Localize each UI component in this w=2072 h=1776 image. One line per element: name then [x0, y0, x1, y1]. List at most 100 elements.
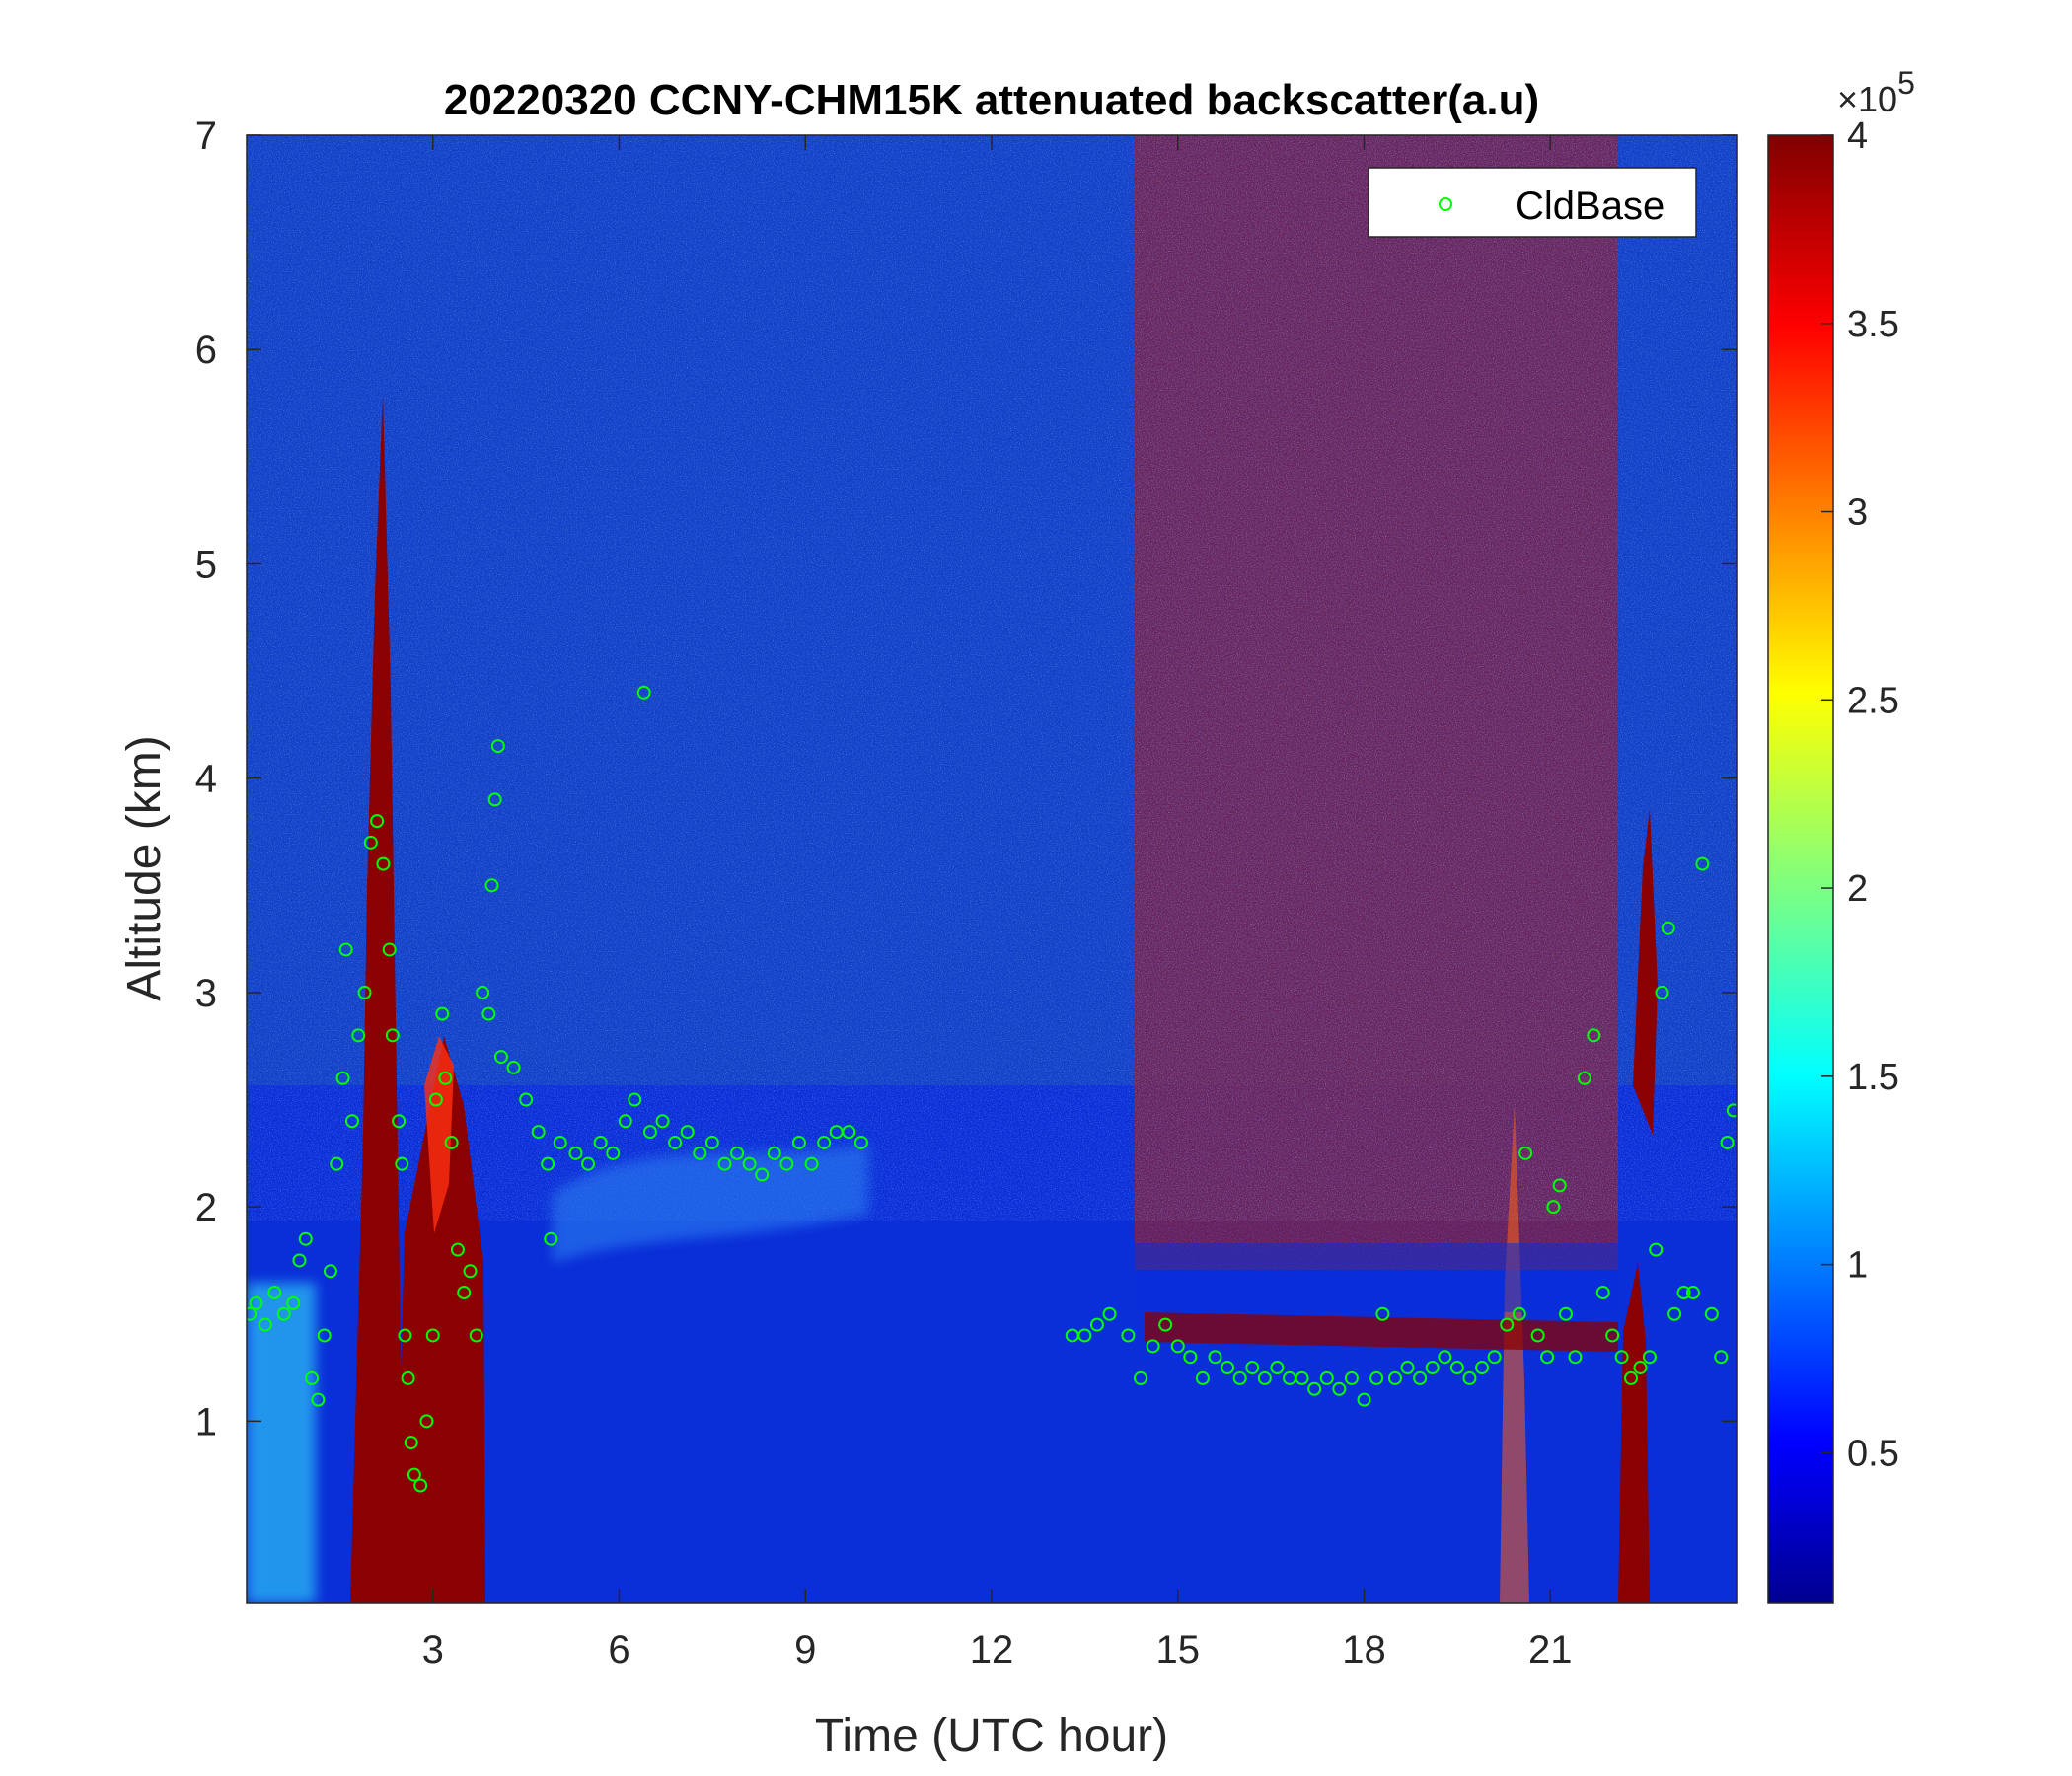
cloud-base-point — [1369, 1370, 1384, 1385]
cloud-base-point — [493, 1050, 508, 1065]
cloud-base-point — [717, 1156, 732, 1171]
x-tick-label: 9 — [794, 1628, 816, 1671]
cloud-base-point — [817, 1135, 832, 1149]
legend-marker — [1439, 197, 1452, 211]
cloud-base-point — [704, 1135, 719, 1149]
cloud-base-point — [1232, 1370, 1247, 1385]
cloud-base-point — [247, 1306, 258, 1321]
cloud-base-point — [1295, 1370, 1309, 1385]
plot-area — [247, 135, 1737, 1603]
cloud-base-point — [628, 1092, 642, 1107]
cloud-base-point — [1726, 1103, 1737, 1118]
colorbar: 0.5 1 1.5 2 2.5 3 3.5 4 ×105 — [1767, 65, 1915, 1604]
colorbar-tick-label: 0.5 — [1847, 1433, 1899, 1474]
cloud-base-point — [791, 1135, 806, 1149]
cloud-base-point — [323, 1264, 337, 1279]
colorbar-tick-label: 4 — [1847, 115, 1868, 157]
cloud-base-point — [1319, 1370, 1334, 1385]
cloud-base-point — [531, 1125, 546, 1140]
cloud-base-point — [407, 1467, 421, 1482]
cloud-base-point — [1558, 1306, 1573, 1321]
cloud-base-point — [1624, 1370, 1639, 1385]
cloud-base-point — [1667, 1306, 1682, 1321]
cloud-base-point — [330, 1156, 344, 1171]
heatmap-cloud-column — [1500, 1105, 1529, 1603]
cloud-base-point — [435, 1006, 450, 1021]
cloud-base-point — [1587, 1028, 1601, 1043]
cloud-base-point — [668, 1135, 683, 1149]
cloud-base-point — [1375, 1306, 1390, 1321]
colorbar-gradient — [1767, 134, 1834, 1604]
x-tick-label: 12 — [970, 1628, 1014, 1671]
cloud-base-point — [487, 792, 502, 807]
cloud-base-point — [1720, 1135, 1735, 1149]
cloud-base-point — [1170, 1339, 1185, 1354]
cloud-base-point — [1462, 1370, 1477, 1385]
cloud-base-point — [1357, 1392, 1371, 1407]
y-tick-label: 2 — [195, 1186, 217, 1229]
x-tick-label: 21 — [1528, 1628, 1573, 1671]
cloud-base-point — [1077, 1328, 1092, 1343]
cloud-base-point — [1661, 921, 1675, 935]
cloud-base-point — [742, 1156, 757, 1171]
cloud-base-point — [1221, 1361, 1235, 1375]
y-tick-label: 4 — [195, 758, 217, 801]
cloud-base-point — [593, 1135, 608, 1149]
cloud-base-point — [606, 1146, 621, 1160]
cloud-base-point — [1546, 1200, 1561, 1215]
cloud-base-point — [1270, 1361, 1285, 1375]
cloud-base-point — [655, 1114, 670, 1129]
cloud-base-point — [413, 1478, 428, 1493]
heatmap-cloud-column — [350, 395, 405, 1603]
cloud-base-markers — [247, 685, 1737, 1493]
cloud-base-point — [1487, 1350, 1502, 1365]
cloud-base-point — [1512, 1306, 1526, 1321]
cloud-base-point — [1685, 1286, 1700, 1300]
cloud-base-point — [1332, 1381, 1347, 1396]
cloud-base-point — [276, 1306, 291, 1321]
cloud-base-point — [338, 942, 353, 957]
x-tick-label: 3 — [422, 1628, 444, 1671]
cloud-base-point — [1387, 1370, 1402, 1385]
cloud-base-point — [1102, 1306, 1117, 1321]
chart-title: 20220320 CCNY-CHM15K attenuated backscat… — [444, 76, 1539, 124]
cloud-base-point — [469, 1328, 483, 1343]
y-tick-label: 1 — [195, 1400, 217, 1443]
cloud-base-point — [1695, 856, 1710, 871]
cloud-base-point — [767, 1146, 781, 1160]
cloud-base-point — [286, 1295, 301, 1310]
cloud-base-point — [1134, 1370, 1147, 1385]
cloud-base-point — [804, 1156, 819, 1171]
y-axis-label: Altitude (km) — [118, 735, 171, 1000]
heatmap-cloud-edge — [424, 1036, 454, 1233]
cloud-base-point — [842, 1125, 856, 1140]
x-tick-label: 15 — [1156, 1628, 1201, 1671]
cloud-base-point — [1245, 1361, 1260, 1375]
cloud-base-point — [425, 1328, 440, 1343]
heatmap-surface-aerosol — [247, 1283, 316, 1603]
cloud-base-point — [370, 814, 385, 829]
cloud-base-point — [457, 1286, 472, 1300]
heatmap-speckle — [247, 135, 1737, 1221]
cloud-base-point — [519, 1092, 534, 1107]
cloud-base-point — [642, 1125, 657, 1140]
cloud-base-point — [419, 1414, 434, 1429]
x-tick-label: 6 — [608, 1628, 629, 1671]
cloud-base-point — [1704, 1306, 1719, 1321]
cloud-base-point — [1676, 1286, 1691, 1300]
colorbar-tick-label: 3.5 — [1847, 304, 1899, 345]
cloud-base-point — [1449, 1361, 1464, 1375]
heatmap-cloud-column — [1618, 1263, 1650, 1603]
cloud-base-point — [363, 835, 378, 850]
cloud-base-point — [463, 1264, 478, 1279]
cloud-base-point — [344, 1114, 359, 1129]
cloud-base-point — [481, 1006, 496, 1021]
cloud-base-point — [395, 1156, 409, 1171]
cloud-base-point — [267, 1286, 282, 1300]
cloud-base-point — [292, 1253, 307, 1268]
colorbar-tick-label: 3 — [1847, 492, 1868, 534]
cloud-base-point — [1257, 1370, 1272, 1385]
cloud-base-point — [1518, 1146, 1533, 1160]
cloud-base-point — [376, 856, 391, 871]
